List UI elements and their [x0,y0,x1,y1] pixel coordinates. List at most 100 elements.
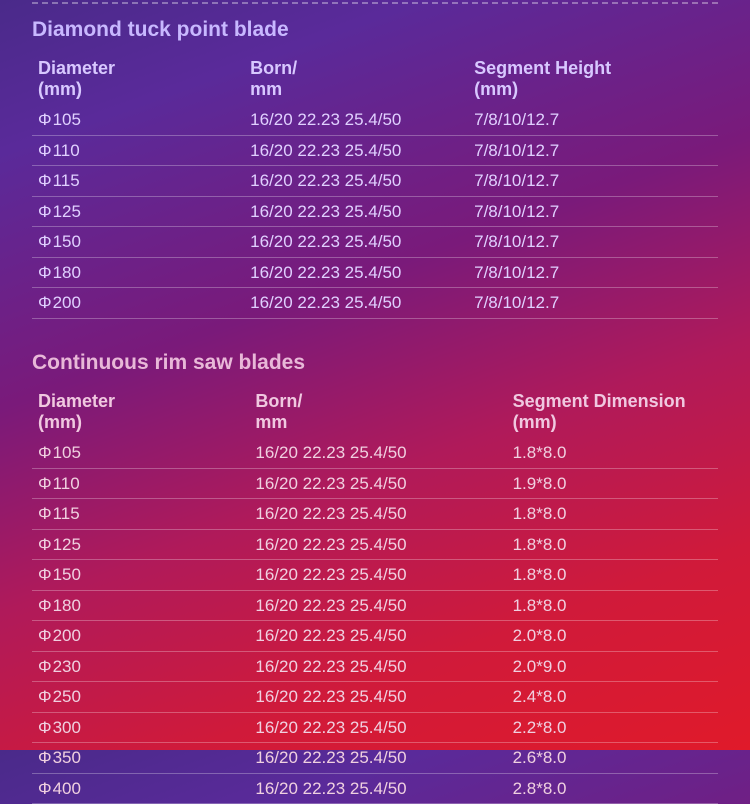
diameter-cell: Φ115 [38,501,255,527]
segment-cell: 2.2*8.0 [513,715,712,741]
diameter-value: 350 [53,748,81,767]
phi-symbol: Φ [38,748,52,767]
phi-symbol: Φ [38,504,52,523]
table-row: Φ12516/20 22.23 25.4/507/8/10/12.7 [32,197,718,228]
table-row: Φ10516/20 22.23 25.4/507/8/10/12.7 [32,105,718,136]
diameter-value: 125 [53,202,81,221]
diameter-cell: Φ230 [38,654,255,680]
diameter-value: 125 [53,535,81,554]
diameter-value: 110 [53,141,80,160]
phi-symbol: Φ [38,565,52,584]
table-header-row: Diameter (mm)Born/ mmSegment Height (mm) [32,54,718,105]
born-cell: 16/20 22.23 25.4/50 [255,440,512,466]
born-cell: 16/20 22.23 25.4/50 [250,260,474,286]
diameter-value: 150 [53,565,81,584]
diameter-cell: Φ350 [38,745,255,771]
table-row: Φ25016/20 22.23 25.4/502.4*8.0 [32,682,718,713]
diameter-cell: Φ180 [38,260,250,286]
diameter-cell: Φ200 [38,290,250,316]
table-header-cell: Diameter (mm) [38,391,255,432]
diameter-value: 105 [53,110,81,129]
segment-cell: 2.8*8.0 [513,776,712,802]
phi-symbol: Φ [38,779,52,798]
table-header-cell: Segment Dimension (mm) [513,391,712,432]
diameter-value: 150 [53,232,81,251]
diameter-cell: Φ110 [38,471,255,497]
born-cell: 16/20 22.23 25.4/50 [255,684,512,710]
born-cell: 16/20 22.23 25.4/50 [255,623,512,649]
segment-cell: 1.8*8.0 [513,501,712,527]
table-row: Φ150 16/20 22.23 25.4/501.8*8.0 [32,560,718,591]
table-row: Φ18016/20 22.23 25.4/507/8/10/12.7 [32,258,718,289]
segment-cell: 7/8/10/12.7 [474,199,712,225]
diameter-cell: Φ300 [38,715,255,741]
born-cell: 16/20 22.23 25.4/50 [255,501,512,527]
table-row: Φ18016/20 22.23 25.4/501.8*8.0 [32,591,718,622]
section-title: Continuous rim saw blades [32,351,750,375]
phi-symbol: Φ [38,474,52,493]
diameter-value: 400 [53,779,81,798]
diameter-cell: Φ110 [38,138,250,164]
diameter-value: 250 [53,687,81,706]
section-title: Diamond tuck point blade [32,18,750,42]
diameter-value: 180 [53,596,81,615]
diameter-value: 105 [53,443,81,462]
phi-symbol: Φ [38,535,52,554]
segment-cell: 2.6*8.0 [513,745,712,771]
diameter-cell: Φ150 [38,229,250,255]
born-cell: 16/20 22.23 25.4/50 [250,168,474,194]
table-header-cell: Diameter (mm) [38,58,250,99]
born-cell: 16/20 22.23 25.4/50 [255,776,512,802]
segment-cell: 7/8/10/12.7 [474,260,712,286]
phi-symbol: Φ [38,687,52,706]
phi-symbol: Φ [38,263,52,282]
born-cell: 16/20 22.23 25.4/50 [250,290,474,316]
diameter-value: 110 [53,474,80,493]
table-row: Φ23016/20 22.23 25.4/502.0*9.0 [32,652,718,683]
table-row: Φ12516/20 22.23 25.4/501.8*8.0 [32,530,718,561]
table-row: Φ20016/20 22.23 25.4/507/8/10/12.7 [32,288,718,319]
divider-dashed [32,2,718,4]
table-row: Φ11016/20 22.23 25.4/507/8/10/12.7 [32,136,718,167]
born-cell: 16/20 22.23 25.4/50 [255,654,512,680]
table-row: Φ15016/20 22.23 25.4/507/8/10/12.7 [32,227,718,258]
diameter-cell: Φ115 [38,168,250,194]
born-cell: 16/20 22.23 25.4/50 [255,745,512,771]
diameter-cell: Φ125 [38,532,255,558]
table-header-cell: Segment Height (mm) [474,58,712,99]
segment-cell: 2.0*9.0 [513,654,712,680]
spec-table: Diameter (mm)Born/ mmSegment Dimension (… [32,387,718,804]
born-cell: 16/20 22.23 25.4/50 [255,562,512,588]
segment-cell: 7/8/10/12.7 [474,107,712,133]
diameter-cell: Φ105 [38,107,250,133]
born-cell: 16/20 22.23 25.4/50 [250,138,474,164]
born-cell: 16/20 22.23 25.4/50 [250,229,474,255]
table-header-row: Diameter (mm)Born/ mmSegment Dimension (… [32,387,718,438]
born-cell: 16/20 22.23 25.4/50 [255,471,512,497]
diameter-cell: Φ400 [38,776,255,802]
segment-cell: 7/8/10/12.7 [474,290,712,316]
table-header-cell: Born/ mm [250,58,474,99]
diameter-cell: Φ200 [38,623,255,649]
segment-cell: 2.0*8.0 [513,623,712,649]
segment-cell: 1.8*8.0 [513,532,712,558]
diameter-value: 230 [53,657,81,676]
segment-cell: 7/8/10/12.7 [474,138,712,164]
segment-cell: 7/8/10/12.7 [474,168,712,194]
segment-cell: 1.8*8.0 [513,562,712,588]
table-row: Φ11516/20 22.23 25.4/507/8/10/12.7 [32,166,718,197]
segment-cell: 1.8*8.0 [513,593,712,619]
phi-symbol: Φ [38,626,52,645]
diameter-value: 300 [53,718,81,737]
diameter-value: 115 [53,171,80,190]
table-row: Φ10516/20 22.23 25.4/501.8*8.0 [32,438,718,469]
diameter-cell: Φ105 [38,440,255,466]
diameter-cell: Φ250 [38,684,255,710]
segment-cell: 7/8/10/12.7 [474,229,712,255]
diameter-value: 200 [53,293,81,312]
diameter-value: 115 [53,504,80,523]
phi-symbol: Φ [38,171,52,190]
table-row: Φ11016/20 22.23 25.4/501.9*8.0 [32,469,718,500]
born-cell: 16/20 22.23 25.4/50 [255,593,512,619]
phi-symbol: Φ [38,657,52,676]
